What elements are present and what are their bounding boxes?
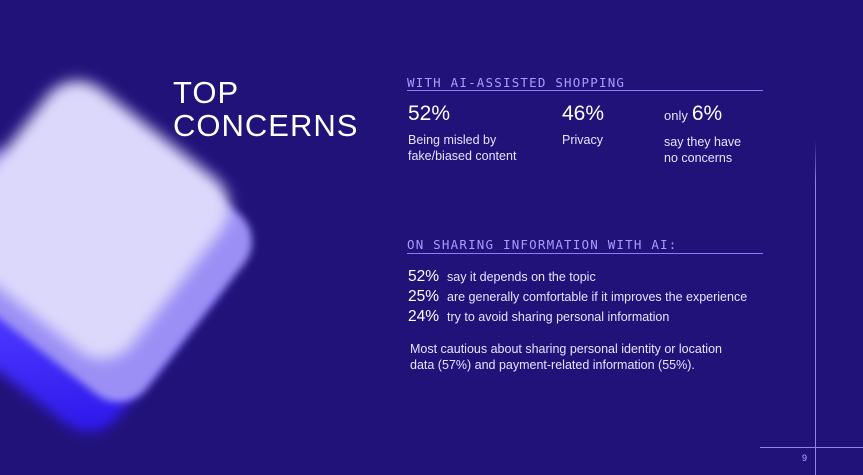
stat-description: Being misled by fake/biased content [408,132,516,164]
stat-value: only 6% [664,102,741,128]
stat-value: 46% [562,102,605,125]
shopping-divider [407,90,763,91]
page-number: 9 [802,453,808,463]
stat-misled: 52% Being misled by fake/biased content [408,102,516,164]
sharing-list: 52% say it depends on the topic 25% are … [408,268,747,328]
stat-prefix: only [664,108,688,123]
list-item-pct: 52% [408,268,440,285]
stat-no-concerns: only 6% say they have no concerns [664,102,741,166]
stat-description: say they have no concerns [664,134,741,166]
stat-description: Privacy [562,132,604,148]
note-line: Most cautious about sharing personal ide… [410,342,722,356]
stat-privacy: 46% Privacy [562,102,604,148]
desc-line: Being misled by [408,133,497,147]
vertical-guide-line [815,140,816,475]
sharing-section-label: ON SHARING INFORMATION WITH AI: [407,237,678,252]
desc-line: fake/biased content [408,149,517,163]
list-item: 52% say it depends on the topic [408,268,747,288]
desc-line: Privacy [562,133,603,147]
list-item-text: try to avoid sharing personal informatio… [447,310,670,324]
note-line: data (57%) and payment-related informati… [410,358,695,372]
list-item: 25% are generally comfortable if it impr… [408,288,747,308]
stat-number: 6% [691,102,723,125]
list-item-pct: 24% [408,308,440,325]
stat-value: 52% [408,102,451,125]
desc-line: no concerns [664,151,733,165]
list-item-text: say it depends on the topic [447,270,596,284]
page-title: TOP CONCERNS [173,76,358,142]
list-item-pct: 25% [408,288,440,305]
list-item-text: are generally comfortable if it improves… [447,290,748,304]
list-item: 24% try to avoid sharing personal inform… [408,308,747,328]
shopping-section-label: WITH AI-ASSISTED SHOPPING [407,75,626,90]
title-line-1: TOP [173,75,240,110]
horizontal-guide-line [760,447,863,448]
sharing-divider [407,253,763,254]
sharing-note: Most cautious about sharing personal ide… [410,341,770,373]
title-line-2: CONCERNS [173,108,359,143]
desc-line: say they have [664,135,742,149]
